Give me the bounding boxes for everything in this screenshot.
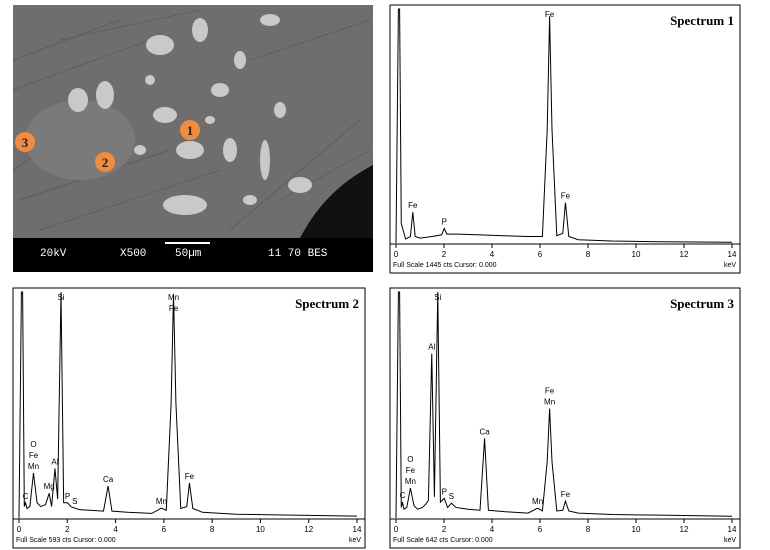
footer: Full Scale 593 cts Cursor: 0.000 — [16, 537, 116, 544]
x-tick-label: 10 — [632, 525, 641, 534]
marker-label: 3 — [22, 135, 29, 150]
x-axis-label: keV — [724, 537, 736, 544]
x-tick-label: 2 — [442, 250, 447, 259]
peak-label: Fe — [561, 192, 571, 201]
x-axis-label: keV — [724, 262, 736, 269]
peak-label: Mn — [544, 398, 555, 407]
sem-image: 20kV X500 50µm 11 70 BES 1 2 3 — [12, 5, 373, 272]
x-tick-label: 12 — [680, 250, 689, 259]
peak-label: Fe — [169, 304, 179, 313]
peak-label: P — [442, 217, 447, 226]
marker-label: 1 — [187, 123, 194, 138]
peak-label: P — [442, 487, 447, 496]
footer: Full Scale 1445 cts Cursor: 0.000 — [393, 262, 497, 269]
peak-label: Mn — [532, 497, 543, 506]
marker — [180, 120, 200, 140]
sem-region — [25, 100, 135, 180]
chart-frame — [389, 287, 741, 549]
marker — [15, 132, 35, 152]
x-tick-label: 2 — [442, 525, 447, 534]
peak-label: Ca — [103, 475, 114, 484]
x-tick-label: 8 — [586, 250, 591, 259]
x-tick-label: 0 — [394, 525, 399, 534]
peak-label: S — [449, 492, 454, 501]
sem-info: X500 — [120, 248, 146, 260]
x-tick-label: 2 — [65, 525, 70, 534]
peak-label: O — [407, 455, 413, 464]
chart-frame — [12, 287, 366, 549]
chart-frame — [389, 4, 741, 274]
footer: Full Scale 642 cts Cursor: 0.000 — [393, 537, 493, 544]
peak-label: Fe — [561, 490, 571, 499]
peak-label: Si — [57, 293, 64, 302]
sem-particles — [68, 14, 312, 215]
x-tick-label: 6 — [538, 250, 543, 259]
peak-label: Al — [428, 343, 435, 352]
x-tick-label: 6 — [162, 525, 167, 534]
sem-info: 20kV — [40, 248, 67, 260]
marker-label: 2 — [102, 155, 109, 170]
x-tick-label: 8 — [210, 525, 215, 534]
spectrum-line — [395, 8, 733, 244]
x-tick-label: 0 — [394, 250, 399, 259]
x-tick-label: 14 — [728, 525, 737, 534]
x-tick-label: 10 — [256, 525, 265, 534]
x-tick-label: 8 — [586, 525, 591, 534]
peak-label: C — [23, 492, 29, 501]
marker — [95, 152, 115, 172]
chart-title: Spectrum 3 — [670, 296, 734, 311]
peak-label: C — [400, 491, 406, 500]
sem-info: 11 70 BES — [268, 248, 328, 260]
spectrum-line — [18, 291, 358, 519]
peak-label: Mn — [156, 497, 167, 506]
x-tick-label: 4 — [113, 525, 118, 534]
peak-label: Mn — [405, 477, 416, 486]
peak-label: Fe — [408, 201, 418, 210]
sem-dark-region — [300, 165, 373, 238]
peak-label: O — [30, 440, 36, 449]
x-tick-label: 6 — [538, 525, 543, 534]
peak-label: S — [72, 497, 77, 506]
x-tick-label: 4 — [490, 250, 495, 259]
x-tick-label: 4 — [490, 525, 495, 534]
x-tick-label: 12 — [304, 525, 313, 534]
peak-label: Mn — [168, 293, 179, 302]
peak-label: Ca — [479, 427, 490, 436]
peak-label: Si — [434, 293, 441, 302]
peak-label: P — [65, 492, 70, 501]
peak-label: Fe — [185, 472, 195, 481]
spectrum-line — [395, 291, 733, 519]
x-tick-label: 0 — [17, 525, 22, 534]
sem-info: 50µm — [175, 248, 202, 260]
x-axis-label: keV — [349, 537, 361, 544]
chart-title: Spectrum 2 — [295, 296, 359, 311]
chart-title: Spectrum 1 — [670, 13, 734, 28]
peak-label: Fe — [545, 10, 555, 19]
x-tick-label: 10 — [632, 250, 641, 259]
x-tick-label: 12 — [680, 525, 689, 534]
x-tick-label: 14 — [728, 250, 737, 259]
sem-markers: 1 2 3 — [15, 120, 200, 172]
peak-label: Mn — [28, 462, 39, 471]
peak-label: Fe — [545, 387, 555, 396]
peak-label: Al — [51, 457, 58, 466]
peak-label: Mg — [44, 482, 55, 491]
peak-label: Fe — [406, 466, 416, 475]
peak-label: Fe — [29, 451, 39, 460]
x-tick-label: 14 — [353, 525, 362, 534]
